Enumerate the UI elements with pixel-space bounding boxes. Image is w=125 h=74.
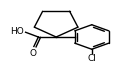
Text: HO: HO bbox=[10, 27, 24, 36]
Text: Cl: Cl bbox=[87, 54, 96, 63]
Text: O: O bbox=[29, 49, 36, 58]
